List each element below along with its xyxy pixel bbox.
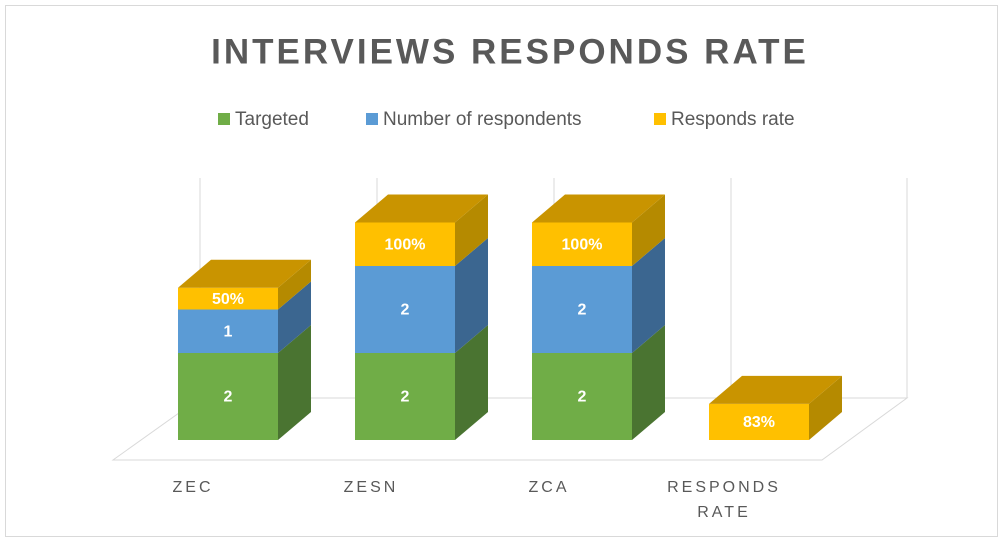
data-label: 50% — [212, 291, 244, 308]
bar-front — [355, 222, 455, 266]
bar-front — [178, 353, 278, 440]
bar-front — [178, 287, 278, 310]
legend-swatch — [366, 113, 378, 125]
bar-front — [532, 266, 632, 353]
data-label: 1 — [224, 323, 233, 340]
bar-side — [278, 325, 311, 440]
data-label: 100% — [562, 236, 603, 253]
data-label: 83% — [743, 414, 775, 431]
legend-swatch — [654, 113, 666, 125]
bar-front — [355, 266, 455, 353]
bar-side — [278, 281, 311, 353]
x-tick-label: ZEC — [172, 479, 214, 496]
bar-side — [632, 325, 665, 440]
bar-top — [355, 194, 488, 223]
chart-border — [5, 5, 998, 537]
legend-label: Number of respondents — [383, 109, 582, 130]
data-label: 2 — [224, 389, 233, 406]
bar-top — [709, 375, 842, 404]
x-tick-label: RESPONDS RATE — [667, 479, 781, 521]
data-label: 2 — [578, 302, 587, 319]
bar-front — [178, 309, 278, 353]
bar-front — [532, 222, 632, 266]
legend-label: Responds rate — [671, 109, 795, 130]
legend-label: Targeted — [235, 109, 309, 130]
bar-top — [532, 194, 665, 223]
bar-side — [455, 194, 488, 266]
bar-front — [709, 403, 809, 440]
chart-title: INTERVIEWS RESPONDS RATE — [211, 32, 809, 71]
x-tick-label: ZESN — [343, 479, 399, 496]
bar-side — [278, 259, 311, 310]
bar-side — [809, 375, 842, 440]
bar-front — [532, 353, 632, 440]
bar-side — [632, 238, 665, 353]
bar-side — [455, 325, 488, 440]
x-tick-label: ZCA — [528, 479, 570, 496]
data-label: 2 — [578, 389, 587, 406]
data-label: 100% — [385, 236, 426, 253]
bar-side — [455, 238, 488, 353]
bar-front — [355, 353, 455, 440]
legend-swatch — [218, 113, 230, 125]
data-label: 2 — [401, 302, 410, 319]
data-label: 2 — [401, 389, 410, 406]
bar-side — [632, 194, 665, 266]
bar-top — [178, 259, 311, 288]
